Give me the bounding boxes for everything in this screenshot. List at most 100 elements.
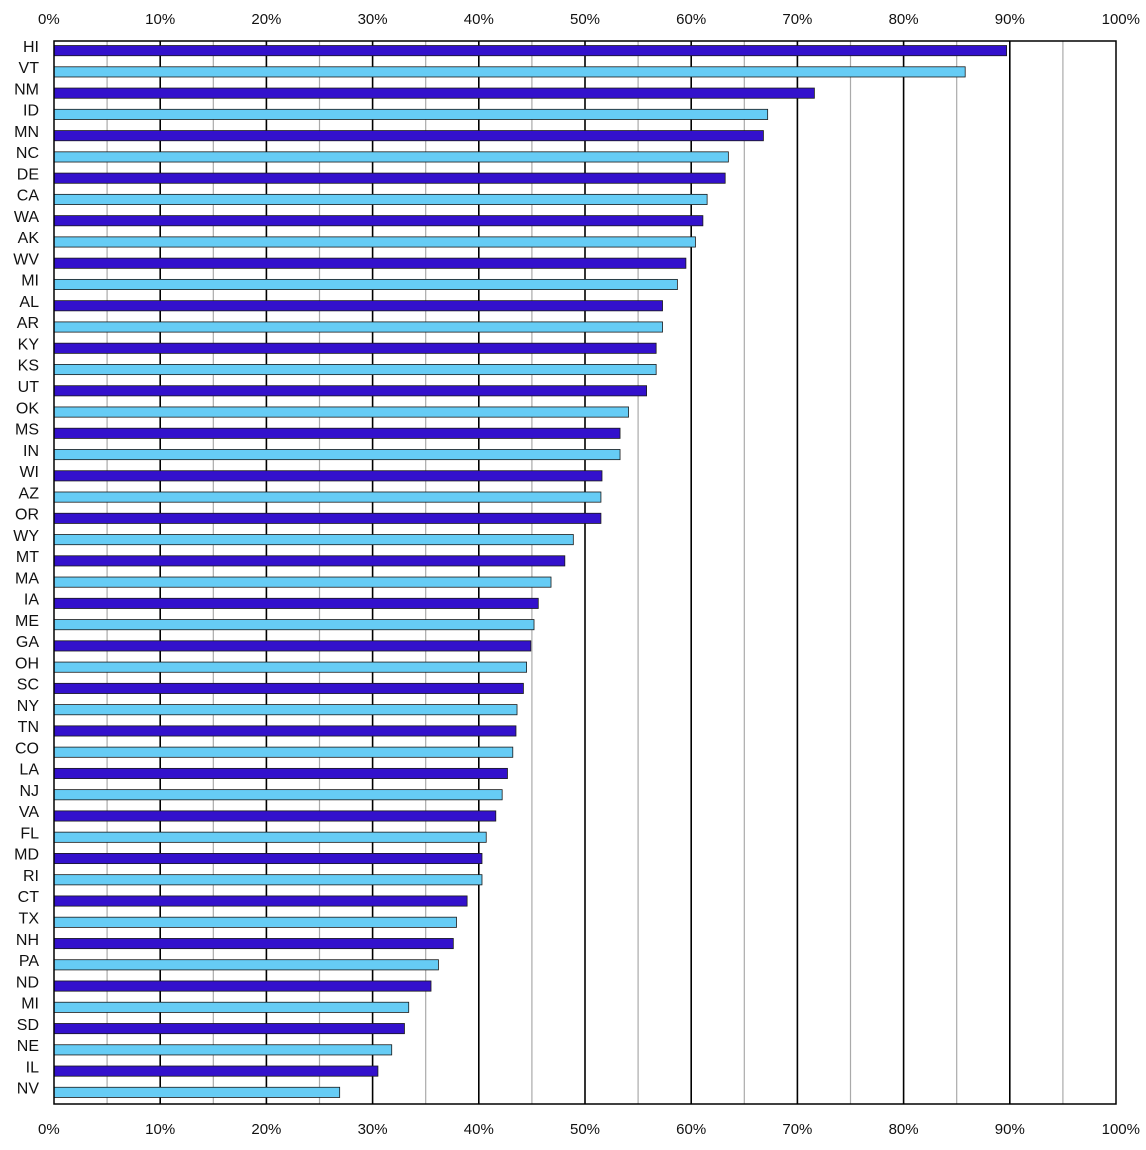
category-label: WI bbox=[19, 464, 39, 481]
category-label: ID bbox=[23, 103, 39, 120]
category-label: SC bbox=[17, 677, 39, 694]
y-axis-labels: HI VT NM ID MN NC DE CA WA AK WV MI AL AR KY KS UT OK MS IN… bbox=[13, 39, 39, 1098]
bar-wi-20 bbox=[53, 470, 603, 482]
category-label: KS bbox=[18, 358, 39, 375]
bar-ny-31 bbox=[53, 704, 518, 716]
category-label: IA bbox=[24, 592, 39, 609]
bar-nm-2 bbox=[53, 87, 815, 99]
category-label: OK bbox=[16, 400, 39, 417]
bar-ga-28 bbox=[53, 640, 532, 652]
category-label: NY bbox=[17, 698, 40, 715]
bar-ms-18 bbox=[53, 427, 621, 439]
bar-me-27 bbox=[53, 619, 535, 631]
bar-md-38 bbox=[53, 853, 483, 865]
bar-de-6 bbox=[53, 172, 726, 184]
bar-nj-35 bbox=[53, 789, 503, 801]
bar-mi-11 bbox=[53, 278, 678, 290]
x-tick-label-top: 90% bbox=[995, 11, 1025, 28]
category-label: AZ bbox=[19, 485, 40, 502]
category-label: AL bbox=[19, 294, 39, 311]
bar-nc-5 bbox=[53, 151, 729, 163]
x-axis-bottom: 0% 10% 20% 30% 40% 50% 60% 70% 80% 90% 100% bbox=[38, 1121, 1140, 1138]
bar-nd-44 bbox=[53, 980, 432, 992]
bar-ia-26 bbox=[53, 597, 539, 609]
bar-ne-47 bbox=[53, 1044, 393, 1056]
bar-sd-46 bbox=[53, 1023, 405, 1035]
category-label: CT bbox=[18, 889, 40, 906]
bar-tx-41 bbox=[53, 916, 457, 928]
x-tick-label-top: 40% bbox=[464, 11, 494, 28]
category-label: FL bbox=[20, 825, 39, 842]
category-label: ND bbox=[16, 974, 39, 991]
bar-oh-29 bbox=[53, 661, 527, 673]
bar-hi-0 bbox=[53, 45, 1008, 57]
category-label: LA bbox=[19, 762, 39, 779]
x-tick-label-top: 100% bbox=[1102, 11, 1140, 28]
category-label: ME bbox=[15, 613, 39, 630]
category-label: NM bbox=[14, 81, 39, 98]
bar-or-22 bbox=[53, 512, 602, 524]
category-label: MI bbox=[21, 996, 39, 1013]
bar-ar-13 bbox=[53, 321, 663, 333]
bar-pa-43 bbox=[53, 959, 439, 971]
category-label: MI bbox=[21, 273, 39, 290]
category-label: WY bbox=[13, 528, 39, 545]
bar-vt-1 bbox=[53, 66, 966, 78]
bar-mn-4 bbox=[53, 130, 764, 142]
bar-co-33 bbox=[53, 746, 514, 758]
x-tick-label-bottom: 30% bbox=[358, 1121, 388, 1138]
category-label: VA bbox=[19, 804, 39, 821]
bar-il-48 bbox=[53, 1065, 379, 1077]
bars bbox=[53, 45, 1008, 1098]
bar-wa-8 bbox=[53, 215, 704, 227]
x-tick-label-top: 20% bbox=[251, 11, 281, 28]
category-label: NJ bbox=[19, 783, 39, 800]
bar-wy-23 bbox=[53, 534, 574, 546]
plot-frame bbox=[53, 40, 1117, 1105]
bar-mi-45 bbox=[53, 1001, 410, 1013]
bar-ak-9 bbox=[53, 236, 696, 248]
category-label: MT bbox=[16, 549, 39, 566]
category-label: NE bbox=[17, 1038, 39, 1055]
x-tick-label-bottom: 50% bbox=[570, 1121, 600, 1138]
category-label: MN bbox=[14, 124, 39, 141]
category-label: TX bbox=[19, 911, 40, 928]
bar-mt-24 bbox=[53, 555, 566, 567]
category-label: HI bbox=[23, 39, 39, 56]
category-label: WV bbox=[13, 251, 39, 268]
bar-nv-49 bbox=[53, 1086, 341, 1098]
x-tick-label-bottom: 40% bbox=[464, 1121, 494, 1138]
x-tick-label-bottom: 0% bbox=[38, 1121, 60, 1138]
category-label: IN bbox=[23, 443, 39, 460]
category-label: AR bbox=[17, 315, 39, 332]
category-label: UT bbox=[18, 379, 40, 396]
category-label: WA bbox=[14, 209, 40, 226]
category-label: CA bbox=[17, 188, 40, 205]
category-label: KY bbox=[18, 336, 40, 353]
bar-la-34 bbox=[53, 767, 508, 779]
x-tick-label-top: 0% bbox=[38, 11, 60, 28]
x-tick-label-bottom: 100% bbox=[1102, 1121, 1140, 1138]
x-tick-label-bottom: 70% bbox=[782, 1121, 812, 1138]
category-label: OR bbox=[15, 507, 39, 524]
bar-va-36 bbox=[53, 810, 497, 822]
category-label: CO bbox=[15, 740, 39, 757]
category-label: NV bbox=[17, 1081, 40, 1098]
bar-az-21 bbox=[53, 491, 602, 503]
x-tick-label-top: 80% bbox=[889, 11, 919, 28]
bar-sc-30 bbox=[53, 682, 524, 694]
bar-ri-39 bbox=[53, 874, 483, 886]
category-label: GA bbox=[16, 634, 39, 651]
bar-nh-42 bbox=[53, 938, 454, 950]
x-tick-label-bottom: 20% bbox=[251, 1121, 281, 1138]
bar-ks-15 bbox=[53, 364, 657, 376]
category-label: PA bbox=[19, 953, 39, 970]
x-tick-label-top: 60% bbox=[676, 11, 706, 28]
bar-al-12 bbox=[53, 300, 663, 312]
category-label: MS bbox=[15, 422, 39, 439]
category-label: NC bbox=[16, 145, 39, 162]
bar-ca-7 bbox=[53, 193, 708, 205]
category-label: NH bbox=[16, 932, 39, 949]
bar-fl-37 bbox=[53, 831, 487, 843]
